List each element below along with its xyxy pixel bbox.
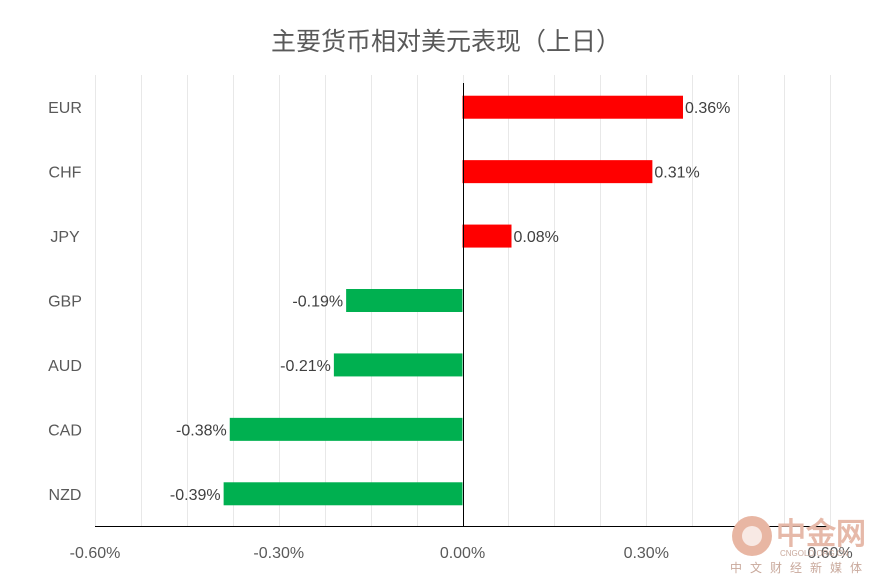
category-label-nzd: NZD bbox=[49, 487, 82, 504]
watermark-slogan: 中文财经新媒体 bbox=[730, 560, 870, 575]
x-tick-label: -0.60% bbox=[70, 545, 121, 562]
bar-nzd bbox=[223, 482, 463, 506]
chart-title: 主要货币相对美元表现（上日） bbox=[271, 28, 621, 56]
x-tick-label: 0.00% bbox=[440, 545, 485, 562]
category-label-jpy: JPY bbox=[50, 229, 80, 246]
bars bbox=[223, 95, 683, 506]
bar-chf bbox=[462, 160, 653, 184]
watermark-logo: 中金网 CNGOLD.ORG.CN 中文财经新媒体 bbox=[730, 516, 870, 575]
grid-lines bbox=[95, 75, 831, 526]
labels: EUR 0.36% CHF 0.31% JPY 0.08% GBP -0.19% AUD -0.2… bbox=[48, 100, 853, 562]
bar-cad bbox=[229, 417, 463, 441]
bar-eur bbox=[462, 95, 683, 119]
data-label-nzd: -0.39% bbox=[170, 487, 221, 504]
x-tick-label: 0.30% bbox=[624, 545, 669, 562]
data-label-eur: 0.36% bbox=[685, 100, 730, 117]
data-label-chf: 0.31% bbox=[654, 165, 699, 182]
bar-gbp bbox=[346, 289, 463, 312]
axes bbox=[95, 83, 830, 527]
data-label-jpy: 0.08% bbox=[514, 229, 559, 246]
data-label-gbp: -0.19% bbox=[292, 294, 343, 311]
watermark-domain: CNGOLD.ORG.CN bbox=[780, 549, 849, 558]
category-label-gbp: GBP bbox=[48, 294, 82, 311]
data-label-aud: -0.21% bbox=[280, 358, 331, 375]
category-label-chf: CHF bbox=[49, 165, 82, 182]
data-label-cad: -0.38% bbox=[176, 422, 227, 439]
x-tick-label: -0.30% bbox=[253, 545, 304, 562]
category-label-aud: AUD bbox=[48, 358, 82, 375]
logo-inner-icon bbox=[742, 526, 762, 546]
category-label-eur: EUR bbox=[48, 100, 82, 117]
x-tick-label: 0.60% bbox=[807, 545, 852, 562]
category-label-cad: CAD bbox=[48, 422, 82, 439]
bar-aud bbox=[333, 353, 463, 377]
bar-jpy bbox=[462, 224, 512, 248]
watermark-brand: 中金网 bbox=[776, 517, 866, 551]
